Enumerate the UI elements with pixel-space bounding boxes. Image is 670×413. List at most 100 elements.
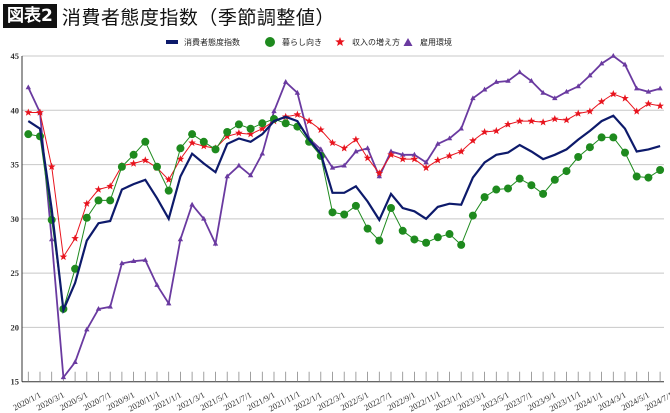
data-point-triangle xyxy=(610,53,616,58)
data-point-circle xyxy=(609,133,618,142)
data-point-triangle xyxy=(236,162,242,168)
data-point-circle xyxy=(585,143,594,152)
data-point-star xyxy=(258,124,267,132)
legend-label: 収入の増え方 xyxy=(352,37,400,47)
data-point-triangle xyxy=(470,95,476,101)
data-point-triangle xyxy=(634,85,640,91)
data-point-circle xyxy=(410,235,419,244)
data-point-star xyxy=(527,117,536,125)
y-tick-label: 20 xyxy=(11,322,20,332)
data-point-star xyxy=(24,108,33,116)
data-point-star xyxy=(515,117,524,125)
data-point-triangle xyxy=(493,79,499,84)
data-point-star xyxy=(480,128,489,136)
data-point-star xyxy=(83,199,91,207)
data-point-circle xyxy=(492,185,501,194)
series-star-2 xyxy=(24,90,664,261)
data-point-triangle xyxy=(400,151,406,157)
data-point-triangle xyxy=(60,374,67,380)
data-point-circle xyxy=(621,148,629,157)
data-point-circle xyxy=(574,152,583,161)
data-point-circle xyxy=(562,167,571,176)
data-point-star xyxy=(621,94,629,102)
legend-triangle-icon xyxy=(403,38,413,46)
data-point-triangle xyxy=(95,305,102,311)
data-point-circle xyxy=(199,137,208,146)
title-text: 消費者態度指数（季節調整値） xyxy=(61,6,335,29)
data-point-circle xyxy=(71,264,80,273)
data-point-circle xyxy=(457,240,466,249)
data-point-circle xyxy=(82,213,91,222)
data-point-triangle xyxy=(84,326,90,332)
y-tick-label: 30 xyxy=(11,214,20,224)
legend-star-icon xyxy=(335,37,345,46)
data-point-circle xyxy=(153,162,161,171)
figure-number-tag: 図表2 xyxy=(3,4,57,28)
data-point-star xyxy=(434,156,442,164)
data-point-star xyxy=(422,163,430,172)
data-point-star xyxy=(551,115,559,123)
data-point-circle xyxy=(504,184,512,193)
data-point-star xyxy=(340,144,348,152)
data-point-star xyxy=(328,138,337,147)
data-point-circle xyxy=(234,120,243,129)
y-tick-label: 40 xyxy=(11,105,20,115)
data-point-triangle xyxy=(166,300,172,306)
data-point-circle xyxy=(398,226,407,235)
data-point-triangle xyxy=(224,173,230,179)
data-point-triangle xyxy=(154,282,160,287)
data-point-circle xyxy=(258,119,267,128)
data-point-circle xyxy=(433,233,442,242)
data-point-triangle xyxy=(271,108,277,114)
data-point-star xyxy=(59,252,68,261)
data-point-circle xyxy=(375,236,384,245)
data-point-triangle xyxy=(540,89,546,95)
legend-circle-icon xyxy=(265,37,275,47)
data-point-star xyxy=(71,234,79,242)
data-point-star xyxy=(188,138,196,147)
data-point-triangle xyxy=(294,89,301,95)
data-point-star xyxy=(457,147,465,155)
data-point-triangle xyxy=(247,172,254,178)
data-point-triangle xyxy=(212,240,219,246)
data-point-star xyxy=(352,135,360,143)
legend: 消費者態度指数 暮らし向き 収入の増え方 雇用環境 xyxy=(166,37,452,47)
legend-line-icon xyxy=(166,40,178,44)
data-point-star xyxy=(387,150,395,158)
data-point-star xyxy=(94,185,103,193)
data-point-star xyxy=(36,108,44,116)
data-point-triangle xyxy=(364,145,371,151)
series-none-0 xyxy=(27,114,661,315)
data-point-circle xyxy=(527,181,536,190)
data-point-triangle xyxy=(353,148,359,154)
data-point-circle xyxy=(176,144,185,153)
data-point-star xyxy=(293,110,302,118)
chart-title: 図表2 消費者態度指数（季節調整値） xyxy=(3,3,335,29)
data-point-circle xyxy=(656,165,665,174)
data-point-triangle xyxy=(657,85,663,91)
data-point-circle xyxy=(351,201,360,210)
data-point-circle xyxy=(340,210,349,219)
y-tick-label: 35 xyxy=(11,160,20,170)
data-point-star xyxy=(609,90,618,98)
data-point-circle xyxy=(94,196,103,205)
data-point-triangle xyxy=(446,135,453,141)
data-point-circle xyxy=(632,172,641,181)
data-point-triangle xyxy=(201,215,207,221)
data-point-circle xyxy=(445,230,454,239)
data-point-triangle xyxy=(142,257,148,262)
data-point-triangle xyxy=(49,236,55,242)
data-point-triangle xyxy=(177,236,184,242)
series-circle-1 xyxy=(24,114,665,313)
data-point-star xyxy=(246,130,255,138)
data-point-circle xyxy=(164,186,173,195)
data-point-circle xyxy=(211,145,220,154)
data-point-triangle xyxy=(575,83,581,89)
data-point-triangle xyxy=(645,88,652,94)
data-point-star xyxy=(539,118,547,126)
data-point-circle xyxy=(129,150,138,159)
data-point-circle xyxy=(281,119,290,128)
y-tick-label: 15 xyxy=(11,377,20,387)
data-point-star xyxy=(176,155,185,163)
